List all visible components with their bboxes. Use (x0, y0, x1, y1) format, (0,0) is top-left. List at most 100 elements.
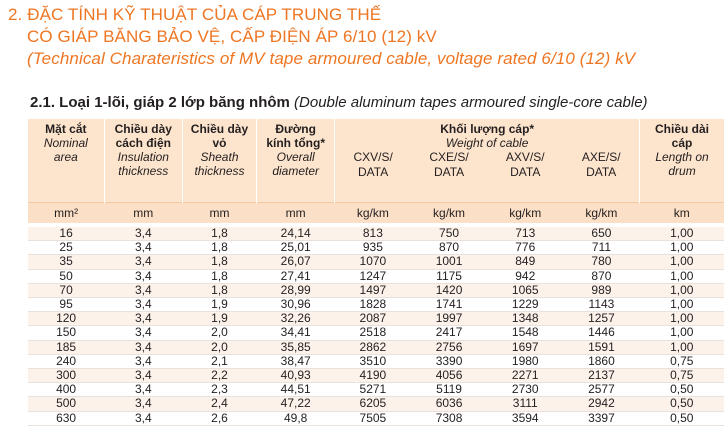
table-cell: 3111 (487, 397, 564, 412)
table-cell: 1,8 (182, 255, 257, 270)
unit-cell: kg/km (410, 202, 488, 223)
table-cell: 44,51 (256, 383, 335, 398)
table-cell: 849 (487, 255, 564, 270)
table-cell: 16 (28, 227, 105, 242)
units-row: mm² mm mm mm kg/km kg/km kg/km kg/km km (28, 202, 724, 223)
table-row: 150 3,4 2,0 34,41 2518 2417 1548 1446 1,00 (28, 326, 724, 341)
table-cell: 1591 (563, 340, 640, 355)
table-row: 25 3,4 1,8 25,01 935 870 776 711 1,00 (28, 241, 724, 256)
table-cell: 2730 (487, 383, 564, 398)
table-cell: 2,1 (182, 354, 257, 370)
unit-cell: mm (182, 202, 257, 223)
table-cell: 35,85 (256, 340, 335, 355)
table-row: 95 3,4 1,9 30,96 1828 1741 1229 1143 1,00 (28, 297, 724, 313)
table-cell: 1420 (410, 283, 488, 299)
table-cell: 28,99 (256, 283, 335, 299)
table-cell: 38,47 (256, 354, 335, 370)
table-cell: 3,4 (104, 411, 183, 426)
table-cell: 6036 (410, 397, 488, 412)
table-cell: 2417 (410, 326, 488, 341)
table-row: 300 3,4 2,2 40,93 4190 4056 2271 2137 0,75 (28, 368, 724, 384)
header-axe-s-data: AXE/S/ DATA (581, 150, 621, 179)
section-heading: 2. ĐẶC TÍNH KỸ THUẬT CỦA CÁP TRUNG THẾ C… (8, 4, 723, 70)
table-cell: 27,41 (256, 269, 335, 284)
table-cell: 1,00 (639, 255, 724, 270)
table-cell: 7505 (334, 411, 411, 426)
table-cell: 0,75 (639, 354, 724, 370)
table-row: 500 3,4 2,4 47,22 6205 6036 3111 2942 0,50 (28, 397, 724, 412)
table-cell: 3390 (410, 354, 488, 370)
table-cell: 25 (28, 241, 105, 256)
table-cell: 300 (28, 368, 105, 384)
table-cell: 2137 (563, 368, 640, 384)
table-cell: 120 (28, 312, 105, 327)
table-cell: 3397 (563, 411, 640, 426)
table-cell: 870 (410, 241, 488, 256)
table-cell: 0,50 (639, 411, 724, 426)
table-cell: 650 (563, 227, 640, 242)
table-cell: 3,4 (104, 383, 183, 398)
table-cell: 3,4 (104, 312, 183, 327)
table-cell: 1348 (487, 312, 564, 327)
table-cell: 1,8 (182, 269, 257, 284)
table-cell: 3,4 (104, 368, 183, 384)
table-cell: 1,00 (639, 227, 724, 242)
table-row: 630 3,4 2,6 49,8 7505 7308 3594 3397 0,50 (28, 411, 724, 426)
table-cell: 2942 (563, 397, 640, 412)
table-cell: 1,8 (182, 227, 257, 242)
table-cell: 26,07 (256, 255, 335, 270)
table-cell: 3,4 (104, 283, 183, 299)
table-cell: 1,8 (182, 283, 257, 299)
table-cell: 3,4 (104, 227, 183, 242)
table-cell: 95 (28, 297, 105, 313)
table-cell: 2862 (334, 340, 411, 355)
table-cell: 0,50 (639, 383, 724, 398)
header-cxe-s-data: CXE/S/ DATA (429, 150, 469, 179)
table-cell: 1,00 (639, 312, 724, 327)
table-cell: 40,93 (256, 368, 335, 384)
unit-cell: mm (256, 202, 335, 223)
table-cell: 400 (28, 383, 105, 398)
table-cell: 500 (28, 397, 105, 412)
table-cell: 3,4 (104, 269, 183, 284)
table-cell: 1980 (487, 354, 564, 370)
heading-english-title: (Technical Charateristics of MV tape arm… (27, 49, 636, 68)
table-cell: 2,6 (182, 411, 257, 426)
table-cell: 630 (28, 411, 105, 426)
table-cell: 70 (28, 283, 105, 299)
unit-cell: mm (104, 202, 183, 223)
table-cell: 3,4 (104, 326, 183, 341)
table-cell: 150 (28, 326, 105, 341)
table-cell: 1,00 (639, 326, 724, 341)
table-cell: 0,50 (639, 397, 724, 412)
table-cell: 50 (28, 269, 105, 284)
table-cell: 30,96 (256, 297, 335, 313)
table-cell: 1860 (563, 354, 640, 370)
table-cell: 870 (563, 269, 640, 284)
table-row: 16 3,4 1,8 24,14 813 750 713 650 1,00 (28, 227, 724, 242)
table-cell: 1446 (563, 326, 640, 341)
table-row: 185 3,4 2,0 35,85 2862 2756 1697 1591 1,00 (28, 340, 724, 355)
table-cell: 6205 (334, 397, 411, 412)
table-cell: 1,00 (639, 241, 724, 256)
unit-cell: kg/km (563, 202, 640, 223)
subheading-en: (Double aluminum tapes armoured single-c… (294, 94, 648, 111)
table-cell: 34,41 (256, 326, 335, 341)
table-cell: 2518 (334, 326, 411, 341)
header-nominal-area: Mặt cắt Nominal area (43, 122, 88, 164)
table-cell: 1247 (334, 269, 411, 284)
table-cell: 935 (334, 241, 411, 256)
table-cell: 1229 (487, 297, 564, 313)
table-body: 16 3,4 1,8 24,14 813 750 713 650 1,00 25 3,4 1,8 25,… (28, 227, 724, 426)
table-cell: 1065 (487, 283, 564, 299)
table-cell: 2756 (410, 340, 488, 355)
table-cell: 0,75 (639, 368, 724, 384)
table-cell: 3,4 (104, 241, 183, 256)
subheading-vi: 2.1. Loại 1-lõi, giáp 2 lớp băng nhôm (30, 94, 290, 111)
table-cell: 7308 (410, 411, 488, 426)
table-cell: 2,0 (182, 326, 257, 341)
table-cell: 1,9 (182, 297, 257, 313)
table-row: 400 3,4 2,3 44,51 5271 5119 2730 2577 0,50 (28, 383, 724, 398)
cable-spec-table: Mặt cắt Nominal area Chiều dày cách điện… (28, 119, 724, 426)
heading-title-line2: CÓ GIÁP BĂNG BẢO VỆ, CẤP ĐIỆN ÁP 6/10 (1… (27, 27, 437, 46)
